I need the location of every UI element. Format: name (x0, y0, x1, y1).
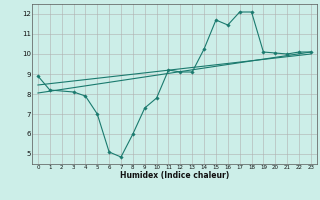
X-axis label: Humidex (Indice chaleur): Humidex (Indice chaleur) (120, 171, 229, 180)
